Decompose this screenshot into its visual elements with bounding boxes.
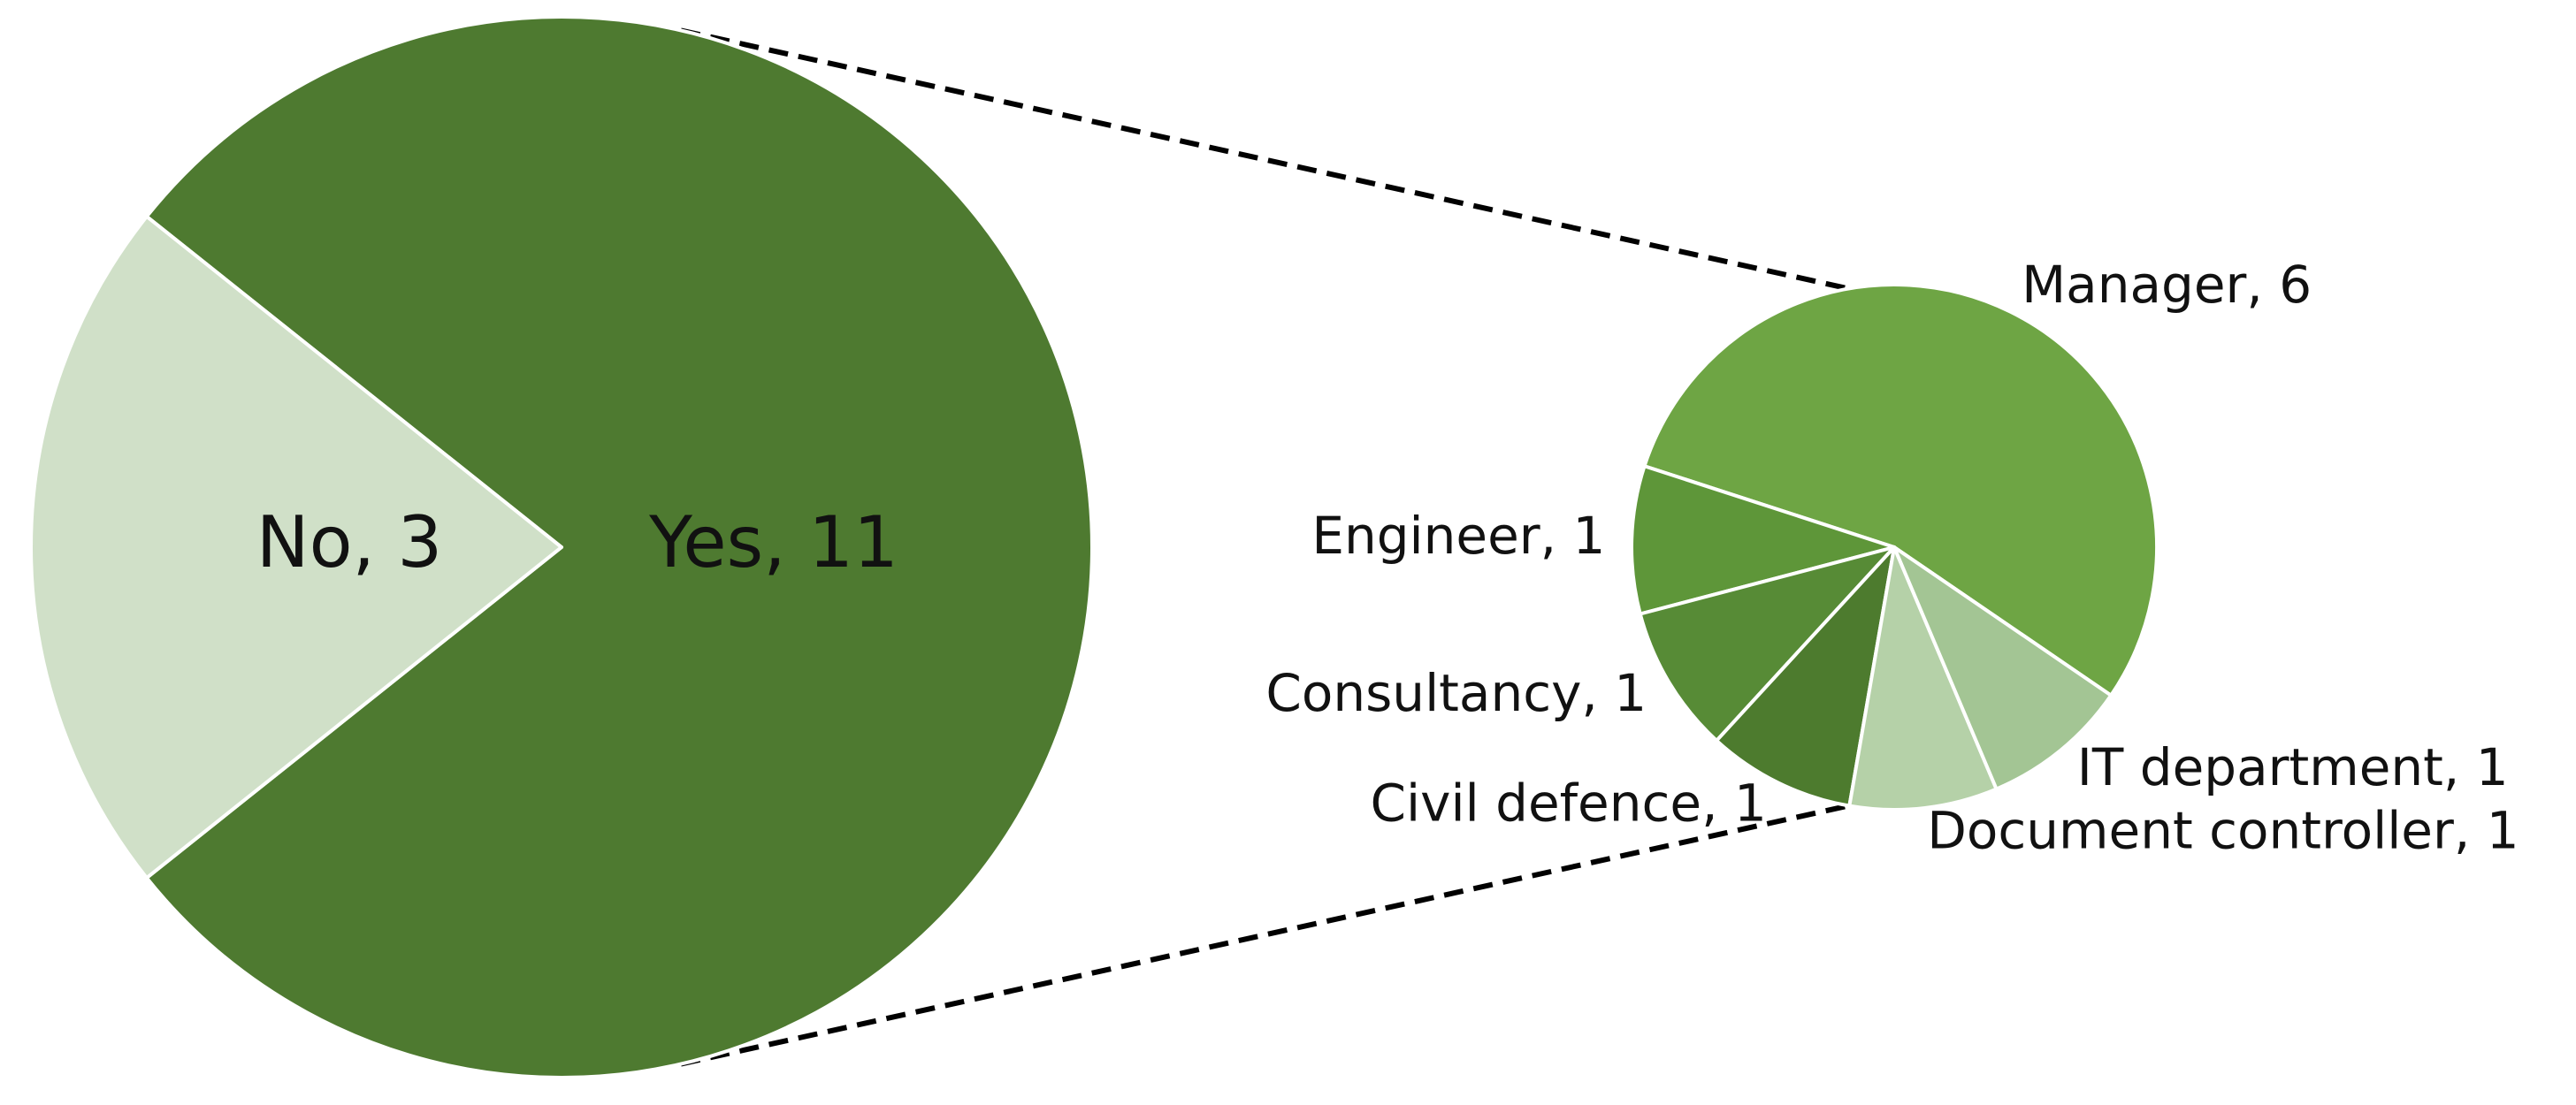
slice-label: Manager, 6 xyxy=(2022,255,2312,315)
pie-slice xyxy=(144,15,1094,1079)
slice-label: Document controller, 1 xyxy=(1927,801,2519,861)
pie-slice xyxy=(29,214,563,880)
slice-label: Civil defence, 1 xyxy=(1371,773,1767,833)
pie-slice xyxy=(1642,283,2159,697)
slice-label: Consultancy, 1 xyxy=(1265,663,1647,723)
slice-label: IT department, 1 xyxy=(2077,737,2509,797)
connector-line xyxy=(680,27,1850,292)
connector-line xyxy=(680,803,1850,1067)
slice-label: Engineer, 1 xyxy=(1311,506,1605,566)
pie-slice xyxy=(1638,545,1896,743)
pie-slice xyxy=(1892,545,2114,791)
pie-slice xyxy=(1630,464,1896,616)
slice-label: Yes, 11 xyxy=(648,501,898,583)
pie-slice xyxy=(1715,545,1896,808)
slice-label: No, 3 xyxy=(256,501,443,583)
pie-slice xyxy=(1847,545,1999,812)
